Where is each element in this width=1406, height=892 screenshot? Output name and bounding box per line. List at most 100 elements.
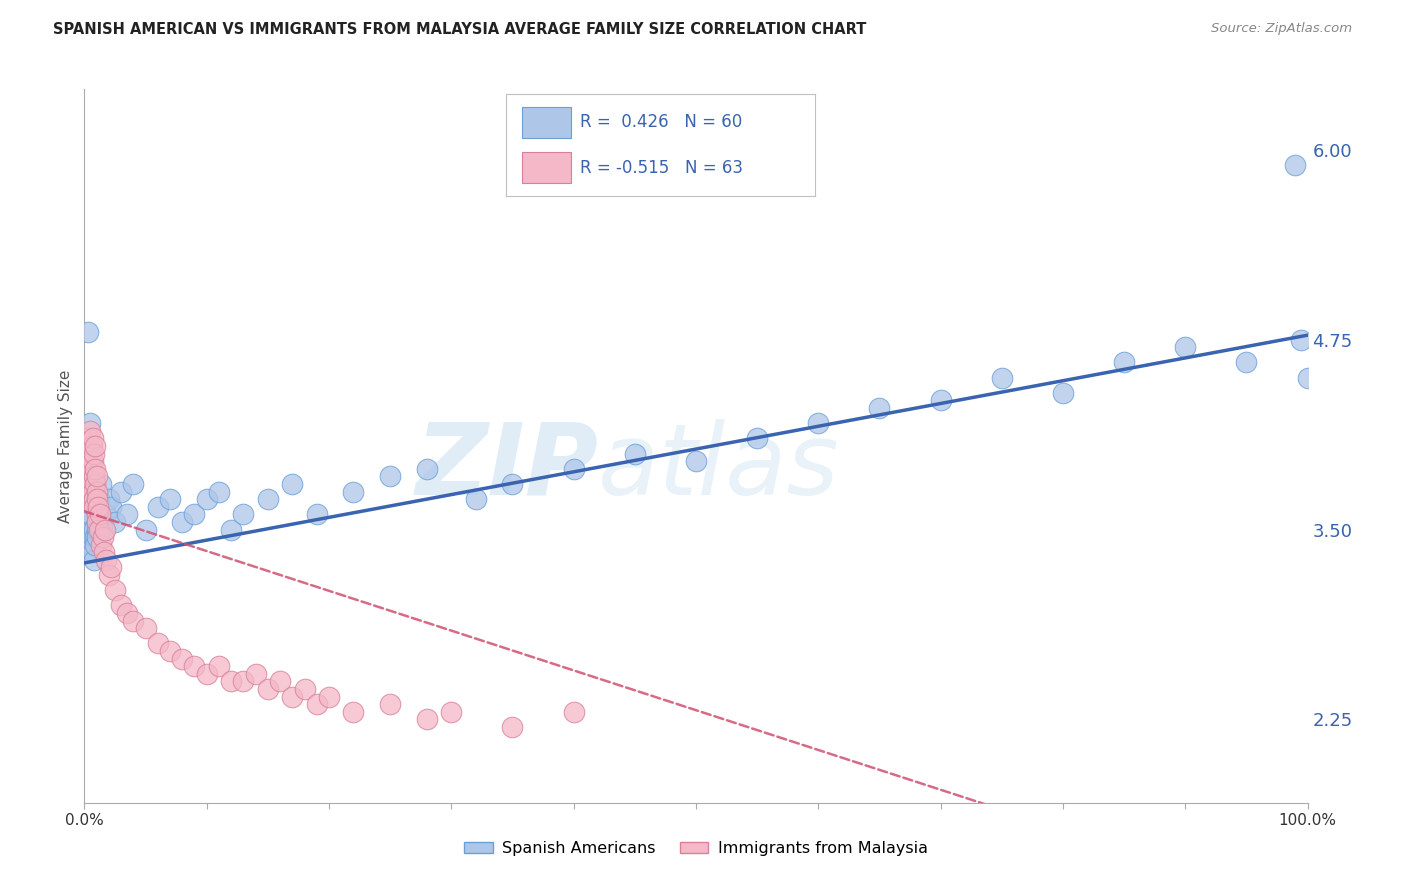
Point [122,614,145,628]
Point [318,690,340,704]
Point [86,492,108,507]
Point [82,530,104,544]
Point [1052,385,1074,400]
Point [305,697,328,711]
Point [86,530,108,544]
Point [416,712,439,726]
Point [1291,333,1313,347]
Point [96,553,118,567]
Point [83,447,105,461]
Point [84,477,107,491]
Point [80,523,103,537]
Point [87,523,110,537]
Point [1174,340,1197,354]
Point [380,469,402,483]
Text: ZIP: ZIP [415,419,598,516]
Point [77,431,100,445]
Point [77,447,100,461]
Point [135,621,157,635]
Point [257,681,280,696]
Point [342,484,364,499]
Point [82,431,104,445]
Point [77,325,100,339]
Point [80,477,103,491]
Point [82,545,104,559]
Point [294,681,316,696]
Point [87,508,110,522]
Point [416,462,439,476]
Point [86,484,108,499]
Point [342,705,364,719]
Point [104,583,127,598]
Point [97,568,120,582]
Point [183,508,205,522]
Point [122,477,145,491]
Point [257,492,280,507]
Point [77,462,100,476]
Text: R = -0.515   N = 63: R = -0.515 N = 63 [581,159,744,177]
Point [80,439,103,453]
Text: R =  0.426   N = 60: R = 0.426 N = 60 [581,113,742,131]
Point [1284,158,1306,172]
Point [93,523,115,537]
Point [86,469,108,483]
FancyBboxPatch shape [522,107,571,137]
Point [100,500,122,514]
Point [104,515,127,529]
Point [97,492,120,507]
Point [1296,370,1319,384]
Point [1236,355,1258,369]
Text: Source: ZipAtlas.com: Source: ZipAtlas.com [1212,22,1353,36]
Point [84,439,107,453]
Point [77,477,100,491]
Point [96,508,118,522]
Point [146,636,169,650]
Point [90,477,112,491]
Point [87,500,110,514]
Point [183,659,205,673]
Point [232,508,254,522]
Point [685,454,707,468]
Y-axis label: Average Family Size: Average Family Size [58,369,73,523]
Point [91,515,114,529]
Point [172,651,194,665]
Text: SPANISH AMERICAN VS IMMIGRANTS FROM MALAYSIA AVERAGE FAMILY SIZE CORRELATION CHA: SPANISH AMERICAN VS IMMIGRANTS FROM MALA… [53,22,868,37]
Point [305,508,328,522]
Point [89,523,111,537]
Point [219,523,242,537]
Point [232,674,254,689]
Point [89,508,111,522]
Point [79,492,101,507]
Point [281,690,304,704]
Point [380,697,402,711]
Point [79,508,101,522]
Point [172,515,194,529]
Point [146,500,169,514]
Point [86,515,108,529]
Text: atlas: atlas [598,419,839,516]
Point [110,484,132,499]
Point [79,484,101,499]
Point [86,508,108,522]
Point [208,484,231,499]
Point [83,553,105,567]
Point [208,659,231,673]
Point [80,462,103,476]
Point [82,454,104,468]
Point [83,469,105,483]
Point [159,492,181,507]
Point [83,492,105,507]
Point [195,666,218,681]
FancyBboxPatch shape [522,153,571,183]
Point [562,462,585,476]
Point [1114,355,1136,369]
Point [440,705,463,719]
Point [83,500,105,514]
Point [82,484,104,499]
Point [502,720,524,734]
Legend: Spanish Americans, Immigrants from Malaysia: Spanish Americans, Immigrants from Malay… [457,835,935,863]
Point [869,401,891,415]
Point [80,538,103,552]
Point [84,462,107,476]
Point [747,431,769,445]
